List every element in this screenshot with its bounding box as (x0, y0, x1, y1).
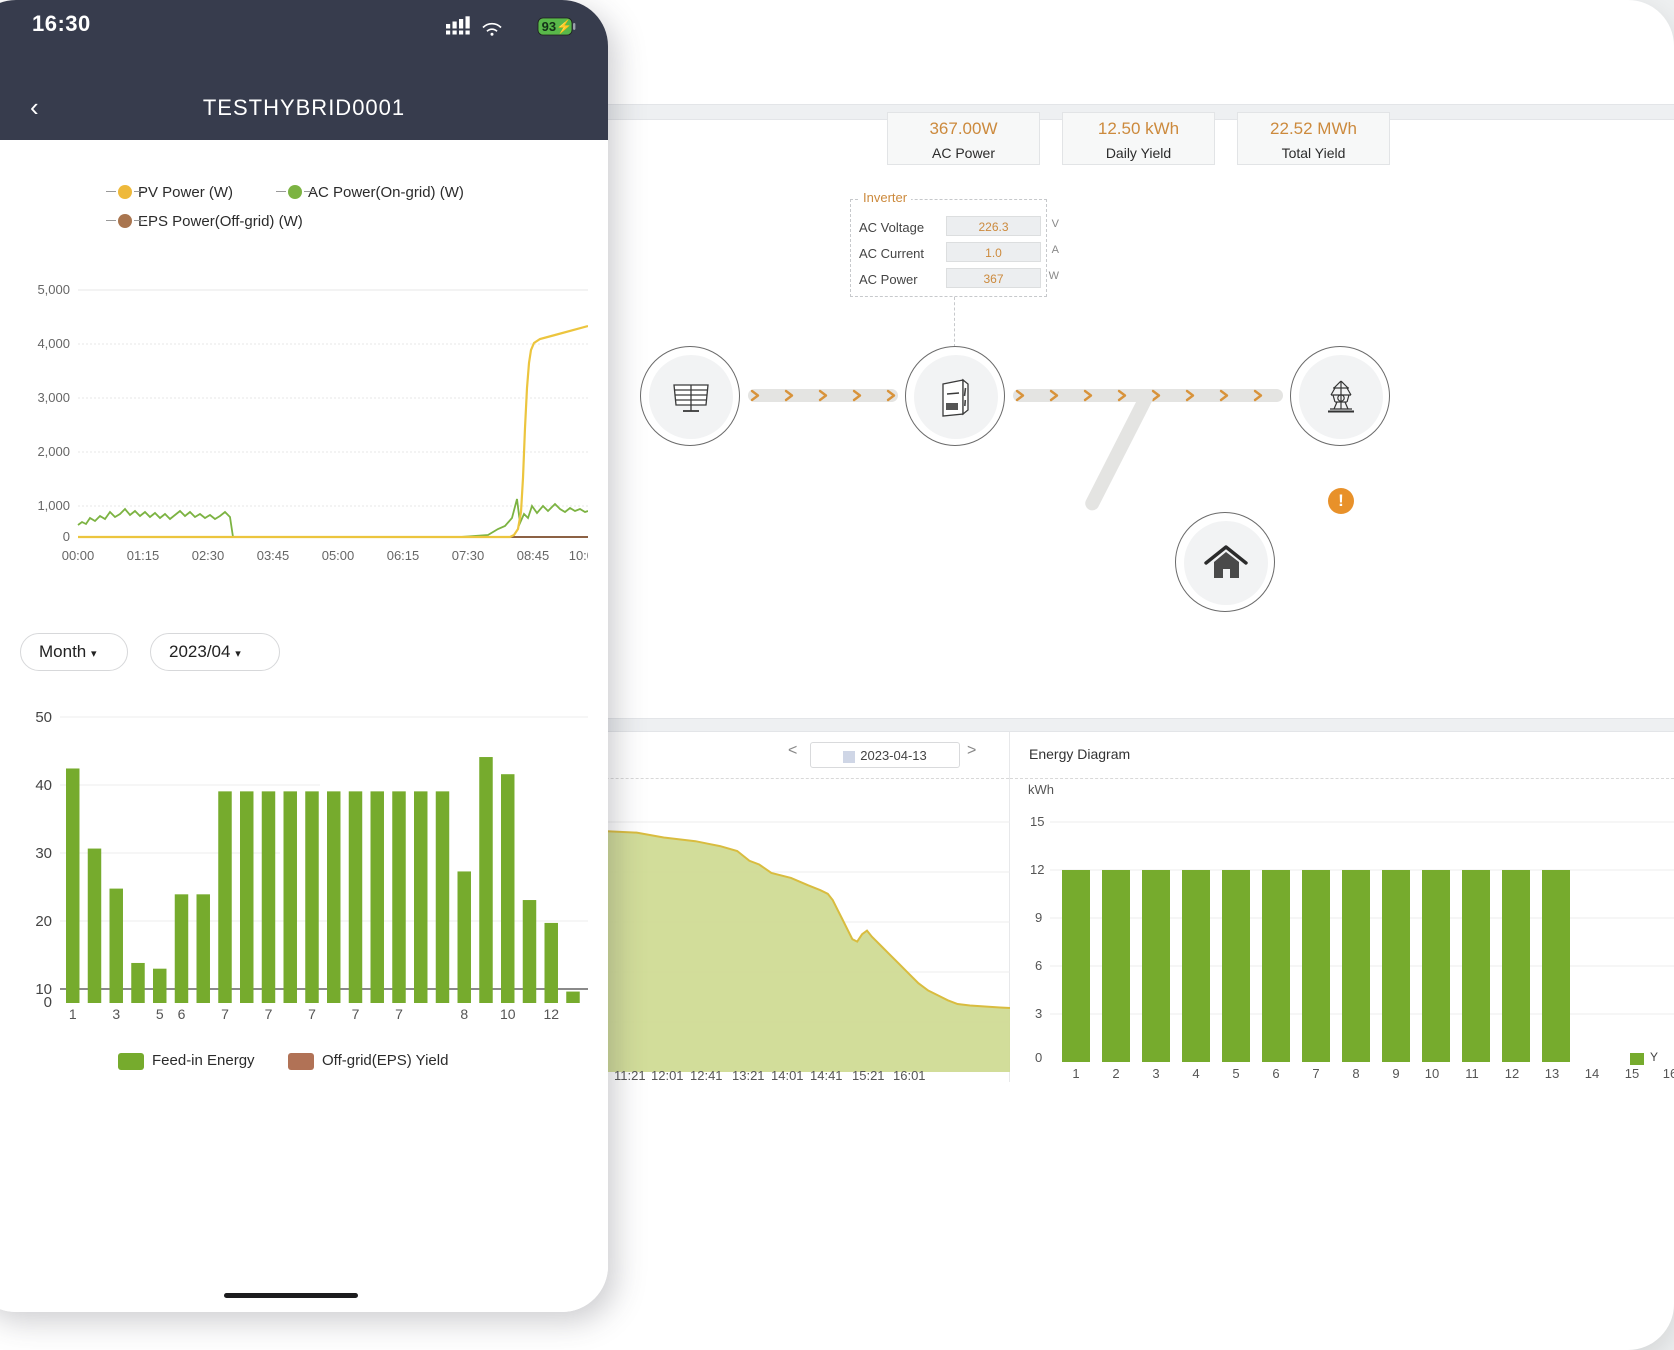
svg-text:1: 1 (1072, 1066, 1079, 1081)
svg-text:15: 15 (1030, 814, 1044, 829)
svg-text:06:15: 06:15 (387, 548, 420, 563)
svg-text:7: 7 (308, 1006, 316, 1022)
svg-text:14:41: 14:41 (810, 1068, 843, 1082)
svg-text:08:45: 08:45 (517, 548, 550, 563)
svg-text:11:21: 11:21 (614, 1068, 646, 1082)
svg-text:13:21: 13:21 (732, 1068, 765, 1082)
svg-text:14: 14 (1585, 1066, 1599, 1081)
svg-text:3: 3 (1035, 1006, 1042, 1021)
svg-text:7: 7 (265, 1006, 273, 1022)
svg-text:11: 11 (1465, 1066, 1479, 1081)
svg-text:05:00: 05:00 (322, 548, 355, 563)
svg-text:5,000: 5,000 (37, 282, 70, 297)
svg-text:02:30: 02:30 (192, 548, 225, 563)
svg-text:9: 9 (1035, 910, 1042, 925)
svg-text:10:00: 10:00 (569, 548, 588, 563)
svg-text:2: 2 (1112, 1066, 1119, 1081)
svg-text:15:21: 15:21 (852, 1068, 885, 1082)
svg-text:6: 6 (1035, 958, 1042, 973)
svg-text:12:01: 12:01 (651, 1068, 684, 1082)
svg-text:5: 5 (1232, 1066, 1239, 1081)
svg-text:16: 16 (1663, 1066, 1674, 1081)
svg-text:7: 7 (221, 1006, 229, 1022)
svg-text:3,000: 3,000 (37, 390, 70, 405)
svg-text:0: 0 (1035, 1050, 1042, 1065)
svg-text:7: 7 (1312, 1066, 1319, 1081)
svg-text:30: 30 (35, 845, 52, 862)
svg-text:8: 8 (460, 1006, 468, 1022)
svg-text:07:30: 07:30 (452, 548, 485, 563)
svg-text:40: 40 (35, 777, 52, 794)
svg-text:12: 12 (1030, 862, 1044, 877)
svg-text:01:15: 01:15 (127, 548, 160, 563)
svg-text:12:41: 12:41 (690, 1068, 723, 1082)
svg-text:14:01: 14:01 (771, 1068, 804, 1082)
svg-text:3: 3 (112, 1006, 120, 1022)
svg-text:10: 10 (500, 1006, 516, 1022)
svg-text:2,000: 2,000 (37, 444, 70, 459)
svg-text:00:00: 00:00 (62, 548, 95, 563)
svg-text:4: 4 (1192, 1066, 1199, 1081)
svg-text:4,000: 4,000 (37, 336, 70, 351)
svg-text:6: 6 (1272, 1066, 1279, 1081)
svg-text:1,000: 1,000 (37, 498, 70, 513)
svg-text:50: 50 (35, 709, 52, 726)
svg-text:7: 7 (352, 1006, 360, 1022)
svg-text:kWh: kWh (1028, 782, 1054, 797)
svg-text:0: 0 (44, 994, 52, 1011)
svg-text:1: 1 (69, 1006, 77, 1022)
svg-text:03:45: 03:45 (257, 548, 290, 563)
svg-text:15: 15 (1625, 1066, 1639, 1081)
svg-text:9: 9 (1392, 1066, 1399, 1081)
svg-text:5: 5 (156, 1006, 164, 1022)
svg-text:10: 10 (1425, 1066, 1439, 1081)
svg-text:8: 8 (1352, 1066, 1359, 1081)
svg-text:16:01: 16:01 (893, 1068, 926, 1082)
svg-text:3: 3 (1152, 1066, 1159, 1081)
svg-text:7: 7 (395, 1006, 403, 1022)
svg-text:0: 0 (63, 529, 70, 544)
svg-text:13: 13 (1545, 1066, 1559, 1081)
svg-text:20: 20 (35, 913, 52, 930)
svg-text:12: 12 (543, 1006, 559, 1022)
svg-text:6: 6 (178, 1006, 186, 1022)
svg-text:12: 12 (1505, 1066, 1519, 1081)
